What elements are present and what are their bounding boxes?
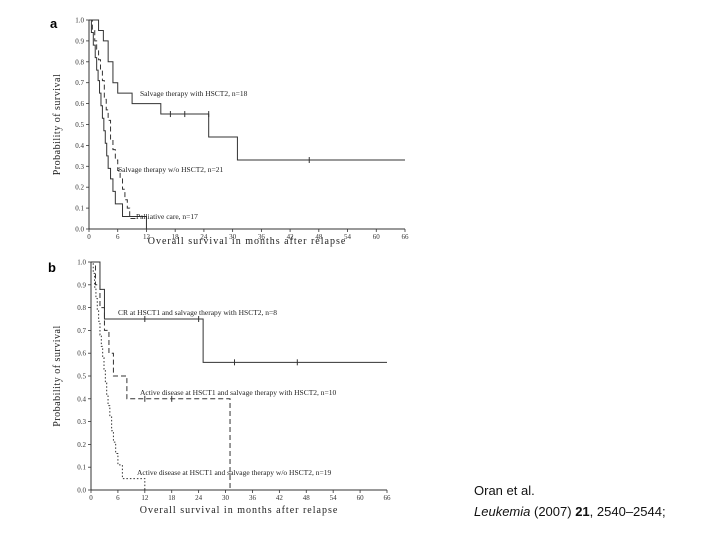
x-tick-label: 54 [344, 233, 352, 241]
citation-reference: Leukemia (2007) 21, 2540–2544; [474, 501, 666, 522]
citation-pages: , 2540–2544; [589, 504, 666, 519]
y-axis-label: Probability of survival [52, 74, 63, 176]
x-tick-label: 54 [330, 494, 338, 502]
series-label: Salvage therapy with HSCT2, n=18 [140, 89, 248, 98]
survival-curve-line [91, 261, 387, 363]
x-tick-label: 42 [276, 494, 284, 502]
x-tick-label: 0 [89, 494, 93, 502]
survival-curve-line [91, 261, 199, 491]
x-tick-label: 42 [287, 233, 295, 241]
y-tick-label: 0.7 [77, 327, 86, 335]
x-axis-label: Overall survival in months after relapse [140, 505, 339, 516]
y-tick-label: 0.0 [75, 226, 84, 234]
series-label: Active disease at HSCT1 and salvage ther… [137, 468, 331, 477]
y-tick-label: 0.0 [77, 487, 86, 495]
x-tick-label: 30 [222, 494, 230, 502]
x-tick-label: 48 [315, 233, 323, 241]
series-label: Active disease at HSCT1 and salvage ther… [140, 388, 337, 397]
citation-year: (2007) [534, 504, 572, 519]
x-tick-label: 6 [116, 494, 120, 502]
y-tick-label: 0.2 [75, 184, 84, 192]
survival-curve-line [89, 19, 204, 230]
y-tick-label: 0.3 [77, 418, 86, 426]
y-tick-label: 0.9 [77, 281, 86, 289]
y-tick-label: 0.4 [75, 142, 84, 150]
y-tick-label: 1.0 [77, 259, 86, 267]
x-tick-label: 48 [303, 494, 311, 502]
series-label: Salvage therapy w/o HSCT2, n=21 [118, 165, 224, 174]
y-tick-label: 0.2 [77, 441, 86, 449]
series-label: CR at HSCT1 and salvage therapy with HSC… [118, 308, 277, 317]
x-tick-label: 66 [402, 233, 410, 241]
survival-curve-line [89, 19, 405, 161]
y-tick-label: 0.6 [75, 100, 84, 108]
survival-curve-line [91, 261, 231, 490]
citation-volume: 21 [575, 504, 590, 519]
x-tick-label: 12 [143, 233, 151, 241]
x-tick-label: 30 [229, 233, 237, 241]
x-tick-label: 60 [373, 233, 381, 241]
y-tick-label: 0.3 [75, 163, 84, 171]
panel-label-a: a [50, 16, 58, 31]
y-tick-label: 0.7 [75, 79, 84, 87]
panel-a: 0.0 0.1 0.2 0.3 0.4 0.5 0.6 0.7 0.8 0.9 1.0 0 6 12 18 2… [52, 17, 409, 248]
x-tick-label: 36 [258, 233, 266, 241]
y-tick-label: 0.5 [75, 121, 84, 129]
x-tick-label: 18 [168, 494, 176, 502]
y-tick-label: 0.8 [75, 58, 84, 66]
y-tick-label: 0.1 [77, 464, 86, 472]
x-axis-label: Overall survival in months after relapse [148, 236, 347, 247]
x-tick-label: 66 [384, 494, 392, 502]
panel-label-b: b [48, 260, 56, 275]
y-tick-label: 0.5 [77, 373, 86, 381]
x-tick-label: 24 [195, 494, 203, 502]
y-tick-label: 0.6 [77, 350, 86, 358]
y-tick-label: 0.9 [75, 37, 84, 45]
x-tick-label: 60 [357, 494, 365, 502]
x-tick-label: 24 [200, 233, 208, 241]
y-tick-label: 1.0 [75, 17, 84, 25]
y-tick-label: 0.4 [77, 395, 86, 403]
survival-curve-line [89, 19, 137, 220]
x-tick-label: 18 [172, 233, 180, 241]
x-tick-label: 0 [87, 233, 91, 241]
y-tick-label: 0.8 [77, 304, 86, 312]
y-axis-label: Probability of survival [52, 325, 63, 427]
series-label: Palliative care, n=17 [136, 212, 198, 221]
x-tick-label: 6 [116, 233, 120, 241]
citation: Oran et al. Leukemia (2007) 21, 2540–254… [474, 480, 666, 522]
y-tick-label: 0.1 [75, 205, 84, 213]
citation-journal: Leukemia [474, 504, 531, 519]
panel-b: 0.0 0.1 0.2 0.3 0.4 0.5 0.6 0.7 0.8 0.9 1.0 0 6 12 18 2… [52, 259, 391, 517]
x-tick-label: 12 [141, 494, 149, 502]
x-tick-label: 36 [249, 494, 257, 502]
citation-authors: Oran et al. [474, 483, 535, 498]
